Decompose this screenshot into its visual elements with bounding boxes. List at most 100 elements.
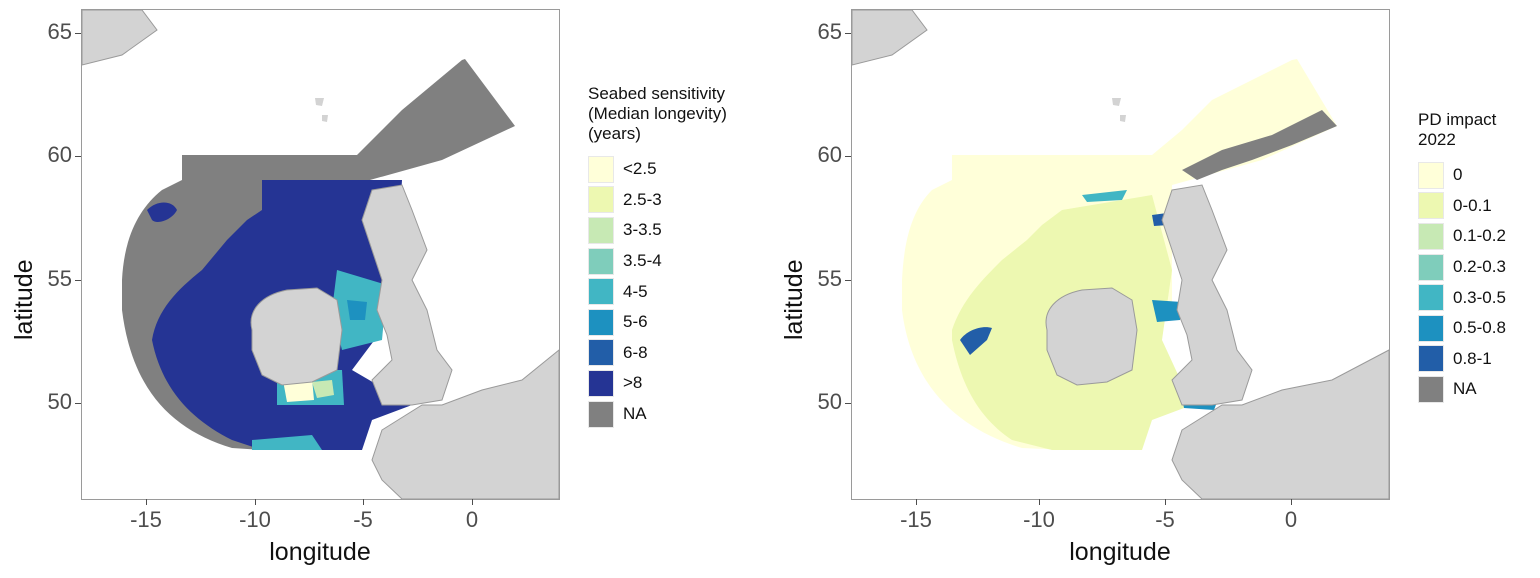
legend-title-line: (years)	[588, 124, 641, 143]
legend-item: NA	[1418, 374, 1506, 405]
x-axis-label: longitude	[269, 538, 371, 566]
legend-label: >8	[623, 373, 643, 393]
legend-item: NA	[588, 399, 727, 430]
y-tick-mark	[75, 403, 81, 404]
x-tick-label: -5	[353, 507, 373, 532]
legend-pd-impact: PD impact 2022 0 0-0.1 0.1-0.2 0.2-0.3 0…	[1418, 110, 1506, 405]
x-tick-mark	[146, 499, 147, 505]
legend-item: 3.5-4	[588, 246, 727, 277]
x-tick-label: 0	[1284, 507, 1298, 532]
channel-patch	[252, 435, 322, 450]
legend-label: 4-5	[623, 281, 648, 301]
faroe-islands	[315, 98, 328, 122]
great-britain-land	[361, 184, 453, 406]
ireland-land	[250, 287, 343, 386]
legend-swatch	[588, 278, 614, 306]
y-tick-label: 50	[47, 389, 72, 414]
legend-item: 6-8	[588, 338, 727, 369]
x-tick-label: 0	[465, 507, 479, 532]
legend-title-line: PD impact	[1418, 110, 1497, 129]
legend-items: <2.5 2.5-3 3-3.5 3.5-4 4-5 5-6 6-8 >8 NA	[588, 154, 727, 429]
legend-label: 0.5-0.8	[1453, 318, 1506, 338]
legend-swatch	[1418, 345, 1444, 373]
x-tick-label: -15	[900, 507, 932, 532]
legend-item: <2.5	[588, 154, 727, 185]
legend-swatch	[588, 400, 614, 428]
legend-label: 0.8-1	[1453, 348, 1492, 368]
legend-item: 0.5-0.8	[1418, 313, 1506, 344]
legend-swatch	[1418, 161, 1444, 189]
y-tick-mark	[845, 403, 851, 404]
legend-swatch	[588, 216, 614, 244]
x-tick-mark	[255, 499, 256, 505]
y-tick-label: 50	[817, 389, 842, 414]
legend-item: 2.5-3	[588, 185, 727, 216]
y-tick-label: 55	[47, 266, 72, 291]
legend-title: PD impact 2022	[1418, 110, 1506, 150]
great-britain-land	[1161, 184, 1253, 406]
iceland-land	[82, 10, 158, 66]
legend-item: 4-5	[588, 276, 727, 307]
y-tick-mark	[845, 280, 851, 281]
legend-label: 2.5-3	[623, 189, 662, 209]
map-panel-seabed-sensitivity: latitude 65 60 55 50	[10, 9, 727, 566]
legend-swatch	[1418, 375, 1444, 403]
legend-item: 0	[1418, 160, 1506, 191]
legend-label: 3.5-4	[623, 251, 662, 271]
legend-swatch	[1418, 222, 1444, 250]
legend-seabed-sensitivity: Seabed sensitivity (Median longevity) (y…	[588, 84, 727, 429]
legend-item: 0.2-0.3	[1418, 252, 1506, 283]
x-tick-mark	[1291, 499, 1292, 505]
legend-label: NA	[623, 404, 647, 424]
y-tick-label: 65	[817, 19, 842, 44]
legend-label: 3-3.5	[623, 220, 662, 240]
legend-swatch	[588, 247, 614, 275]
x-axis-label: longitude	[1069, 538, 1171, 566]
legend-items: 0 0-0.1 0.1-0.2 0.2-0.3 0.3-0.5 0.5-0.8 …	[1418, 160, 1506, 405]
y-tick-label: 55	[817, 266, 842, 291]
mixed-patch-light	[312, 380, 334, 398]
legend-item: 0-0.1	[1418, 191, 1506, 222]
legend-title-line: 2022	[1418, 130, 1456, 149]
legend-item: 3-3.5	[588, 215, 727, 246]
impact-patch-celtic	[960, 327, 992, 355]
legend-swatch	[588, 308, 614, 336]
impact-patch-north	[1082, 190, 1127, 202]
legend-item: >8	[588, 368, 727, 399]
legend-item: 5-6	[588, 307, 727, 338]
legend-swatch	[1418, 192, 1444, 220]
y-tick-label: 60	[47, 142, 72, 167]
x-tick-mark	[363, 499, 364, 505]
legend-swatch	[588, 155, 614, 183]
x-tick-label: -10	[1023, 507, 1055, 532]
y-tick-mark	[845, 156, 851, 157]
legend-item: 0.8-1	[1418, 344, 1506, 375]
x-tick-mark	[472, 499, 473, 505]
legend-swatch	[1418, 284, 1444, 312]
seabed-sensitivity-map	[82, 10, 559, 499]
y-tick-mark	[75, 156, 81, 157]
legend-label: NA	[1453, 379, 1477, 399]
x-tick-label: -10	[239, 507, 271, 532]
y-tick-mark	[75, 33, 81, 34]
legend-swatch	[1418, 253, 1444, 281]
mixed-patch-mid	[347, 300, 367, 320]
legend-title-line: Seabed sensitivity	[588, 84, 726, 103]
legend-label: 0.3-0.5	[1453, 287, 1506, 307]
y-tick-label: 60	[817, 142, 842, 167]
legend-item: 0.3-0.5	[1418, 282, 1506, 313]
na-region-north	[1182, 110, 1337, 180]
legend-label: 0.1-0.2	[1453, 226, 1506, 246]
x-tick-label: -15	[130, 507, 162, 532]
legend-item: 0.1-0.2	[1418, 221, 1506, 252]
legend-label: 0-0.1	[1453, 195, 1492, 215]
continent-land	[371, 349, 559, 499]
legend-label: 0	[1453, 165, 1463, 185]
legend-label: <2.5	[623, 159, 657, 179]
y-tick-mark	[845, 33, 851, 34]
legend-swatch	[588, 186, 614, 214]
map-plot-area	[851, 9, 1390, 500]
legend-label: 0.2-0.3	[1453, 257, 1506, 277]
y-tick-mark	[75, 280, 81, 281]
legend-swatch	[588, 339, 614, 367]
